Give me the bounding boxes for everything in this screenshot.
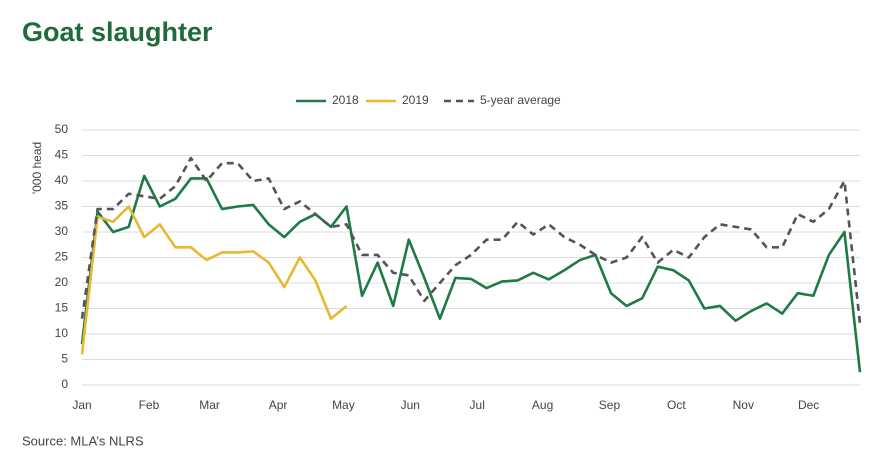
legend-label: 2019: [402, 93, 429, 107]
chart-title: Goat slaughter: [22, 17, 213, 47]
x-tick-label: Jan: [72, 398, 91, 412]
x-tick-label: Sep: [599, 398, 621, 412]
source: Source: MLA’s NLRS: [22, 433, 144, 448]
x-tick-label: Aug: [532, 398, 553, 412]
y-tick-label: 0: [61, 377, 68, 391]
y-tick-label: 35: [55, 199, 69, 213]
y-tick-label: 5: [61, 352, 68, 366]
y-tick-label: 50: [55, 122, 69, 136]
series-line: [80, 205, 348, 355]
x-tick-label: Mar: [199, 398, 220, 412]
series-line: [80, 156, 862, 324]
x-tick-label: May: [332, 398, 355, 412]
legend-label: 2018: [332, 93, 359, 107]
x-tick-label: Jul: [470, 398, 485, 412]
x-tick-label: Nov: [733, 398, 754, 412]
y-tick-label: 15: [55, 301, 69, 315]
x-tick-label: Dec: [798, 398, 819, 412]
legend-label: 5-year average: [480, 93, 561, 107]
y-tick-label: 10: [55, 326, 69, 340]
y-tick-label: 40: [55, 173, 69, 187]
y-axis-label: '000 head: [30, 142, 44, 194]
series-line: [80, 174, 862, 373]
x-tick-label: Feb: [139, 398, 160, 412]
y-tick-label: 30: [55, 224, 69, 238]
x-tick-label: Jun: [401, 398, 420, 412]
y-tick-label: 20: [55, 275, 69, 289]
x-tick-label: Oct: [667, 398, 686, 412]
y-tick-label: 45: [55, 148, 69, 162]
y-tick-label: 25: [55, 250, 69, 264]
x-tick-label: Apr: [269, 398, 288, 412]
